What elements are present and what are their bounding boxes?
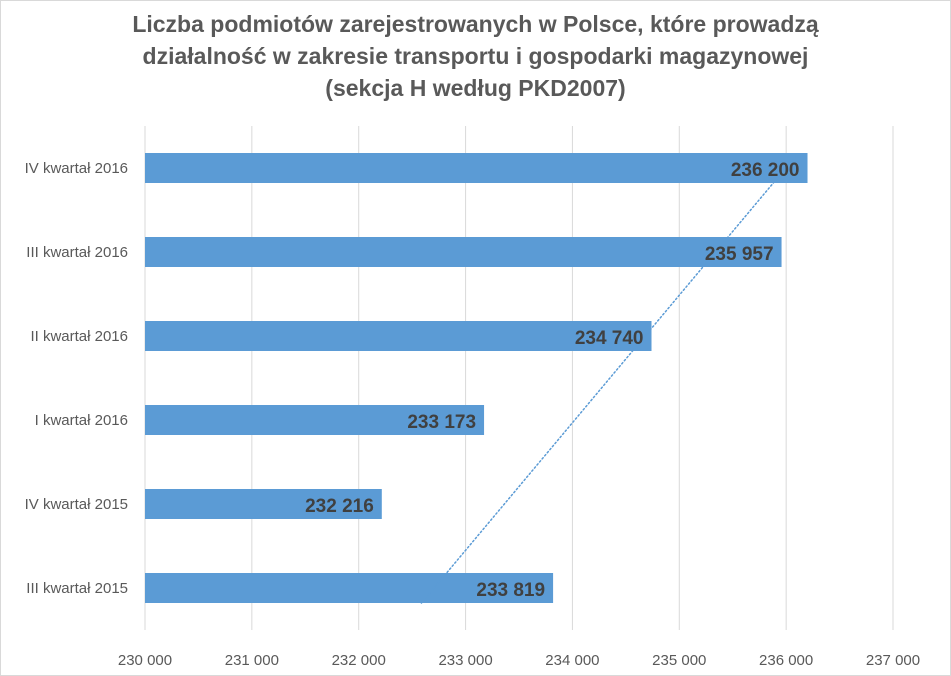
- category-label: III kwartał 2016: [26, 244, 128, 261]
- data-label: 235 957: [705, 244, 774, 265]
- bar: [145, 321, 652, 351]
- bar: [145, 153, 808, 183]
- x-tick-label: 237 000: [866, 652, 920, 669]
- category-labels: IV kwartał 2016 III kwartał 2016 II kwarta…: [25, 160, 128, 597]
- data-label: 232 216: [305, 496, 374, 517]
- trendline: [420, 152, 800, 604]
- x-tick-label: 235 000: [652, 652, 706, 669]
- x-axis-tick-labels: 230 000 231 000 232 000 233 000 234 000 235 0…: [118, 652, 920, 669]
- x-tick-label: 234 000: [545, 652, 599, 669]
- x-tick-label: 231 000: [225, 652, 279, 669]
- data-label: 233 173: [407, 412, 476, 433]
- category-label: II kwartał 2016: [30, 328, 128, 345]
- bar: [145, 489, 382, 519]
- data-label: 234 740: [575, 328, 644, 349]
- bars: [145, 153, 808, 603]
- x-tick-label: 236 000: [759, 652, 813, 669]
- trendline-group: [420, 152, 800, 604]
- category-label: IV kwartał 2016: [25, 160, 128, 177]
- chart-title-line-3: (sekcja H według PKD2007): [325, 75, 626, 101]
- bar: [145, 237, 782, 267]
- chart-title: Liczba podmiotów zarejestrowanych w Pols…: [0, 8, 951, 104]
- bar: [145, 573, 554, 603]
- bar: [145, 405, 485, 435]
- category-label: I kwartał 2016: [35, 412, 128, 429]
- category-label: IV kwartał 2015: [25, 496, 128, 513]
- x-tick-label: 233 000: [438, 652, 492, 669]
- data-label: 233 819: [476, 580, 545, 601]
- x-tick-label: 232 000: [332, 652, 386, 669]
- x-tick-label: 230 000: [118, 652, 172, 669]
- data-label: 236 200: [731, 160, 800, 181]
- gridlines: [144, 126, 894, 630]
- chart-title-line-1: Liczba podmiotów zarejestrowanych w Pols…: [132, 11, 819, 37]
- category-label: III kwartał 2015: [26, 580, 128, 597]
- data-labels: 236 200 235 957 234 740 233 173 232 216 233 8…: [305, 160, 799, 601]
- chart-title-line-2: działalność w zakresie transportu i gosp…: [142, 43, 809, 69]
